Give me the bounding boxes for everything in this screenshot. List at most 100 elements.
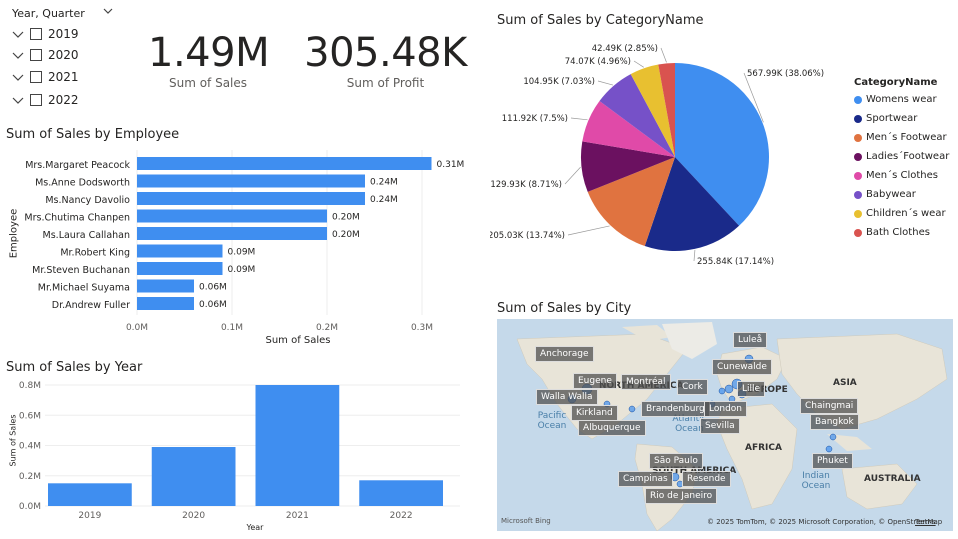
checkbox[interactable] <box>30 28 42 40</box>
value-label: 0.06M <box>199 300 227 310</box>
legend-label: Womens wear <box>866 94 937 105</box>
x-tick-label: 0.0M <box>126 323 148 333</box>
pie-slice[interactable] <box>658 63 675 157</box>
bar[interactable] <box>137 262 223 275</box>
y-tick-label: 0.6M <box>19 411 41 421</box>
slicer-item-2019[interactable]: 2019 <box>12 25 79 43</box>
category-label: Ms.Laura Callahan <box>43 230 130 241</box>
city-label[interactable]: Resende <box>682 471 731 487</box>
map-title: Sum of Sales by City <box>497 301 632 316</box>
leader-line <box>743 72 764 123</box>
legend-swatch <box>854 171 862 180</box>
checkbox[interactable] <box>30 49 42 61</box>
legend-label: Babywear <box>866 189 916 200</box>
card-value: 305.48K <box>304 30 467 76</box>
slice-label: 111.92K (7.5%) <box>502 114 568 124</box>
checkbox[interactable] <box>30 94 42 106</box>
y-tick-label: 0.8M <box>19 381 41 391</box>
bar[interactable] <box>137 174 365 188</box>
pie-slice[interactable] <box>581 141 675 192</box>
leader-line <box>633 60 644 68</box>
value-label: 0.06M <box>199 283 227 293</box>
leader-line <box>564 166 581 185</box>
legend-item[interactable]: Bath Clothes <box>854 223 949 242</box>
city-label[interactable]: Campinas <box>618 471 673 487</box>
pie-slice[interactable] <box>675 63 769 226</box>
value-label: 0.09M <box>228 265 256 275</box>
value-label: 0.24M <box>370 178 398 188</box>
legend-item[interactable]: Ladies´Footwear <box>854 147 949 166</box>
city-label[interactable]: Brandenburg <box>641 401 710 417</box>
bar[interactable] <box>137 244 223 258</box>
pie-slice[interactable] <box>644 157 740 251</box>
leader-line <box>693 249 696 262</box>
bar[interactable] <box>48 483 132 506</box>
city-label[interactable]: Phuket <box>812 453 853 469</box>
checkbox[interactable] <box>30 71 42 83</box>
legend-item[interactable]: Men´s Footwear <box>854 128 949 147</box>
city-label[interactable]: Eugene <box>573 373 617 389</box>
city-label[interactable]: Walla Walla <box>536 389 598 405</box>
bar[interactable] <box>137 192 365 205</box>
pie-slice[interactable] <box>599 74 675 157</box>
category-label: Mr.Michael Suyama <box>38 283 130 294</box>
city-label[interactable]: Cork <box>677 379 708 395</box>
pie-slice[interactable] <box>582 101 675 157</box>
city-label[interactable]: São Paulo <box>649 453 703 469</box>
city-label[interactable]: Luleå <box>733 332 768 348</box>
city-label[interactable]: Chaingmai <box>800 398 859 414</box>
city-label[interactable]: Kirkland <box>571 405 618 421</box>
chevron-down-icon[interactable] <box>12 49 24 61</box>
legend-label: Men´s Clothes <box>866 170 939 181</box>
bar[interactable] <box>359 480 443 506</box>
map-visual[interactable]: NORTH AMERICA EUROPE ASIA AFRICA SOUTH A… <box>497 319 953 531</box>
bar[interactable] <box>137 297 194 310</box>
city-label[interactable]: Bangkok <box>810 414 859 430</box>
slice-label: 205.03K (13.74%) <box>490 231 565 241</box>
legend-item[interactable]: Children´s wear <box>854 204 949 223</box>
map-marker[interactable] <box>825 445 833 453</box>
city-label[interactable]: Montréal <box>621 374 671 390</box>
legend-item[interactable]: Men´s Clothes <box>854 166 949 185</box>
map-marker[interactable] <box>628 405 636 413</box>
x-tick-label: 2019 <box>78 511 101 521</box>
bar[interactable] <box>137 157 432 170</box>
bar[interactable] <box>151 447 236 506</box>
legend-item[interactable]: Sportwear <box>854 109 949 128</box>
chevron-down-icon[interactable] <box>12 28 24 40</box>
category-label: Mrs.Chutima Chanpen <box>24 213 130 224</box>
slicer-title: Year, Quarter <box>12 7 85 20</box>
map-marker[interactable] <box>718 387 726 395</box>
chevron-down-icon[interactable] <box>103 6 113 16</box>
legend-swatch <box>854 190 862 199</box>
region-label: AUSTRALIA <box>864 474 921 484</box>
slicer-item-2022[interactable]: 2022 <box>12 91 79 109</box>
card-sales: 1.49M Sum of Sales <box>148 30 270 90</box>
map-marker[interactable] <box>724 384 734 394</box>
bar[interactable] <box>137 279 194 293</box>
pie-slice[interactable] <box>630 64 675 157</box>
city-label[interactable]: London <box>704 401 747 417</box>
city-label[interactable]: Sevilla <box>700 418 740 434</box>
bar[interactable] <box>137 209 327 223</box>
slicer-item-label: 2019 <box>48 27 79 41</box>
pie-slice[interactable] <box>587 157 675 247</box>
legend-item[interactable]: Babywear <box>854 185 949 204</box>
slicer-item-2021[interactable]: 2021 <box>12 68 79 86</box>
employee-x-axis-title: Sum of Sales <box>265 335 331 346</box>
city-label[interactable]: Albuquerque <box>578 420 646 436</box>
map-marker[interactable] <box>829 433 837 441</box>
city-label[interactable]: Lille <box>737 381 766 397</box>
bar[interactable] <box>137 227 327 240</box>
bar[interactable] <box>255 385 340 506</box>
city-label[interactable]: Rio de Janeiro <box>645 488 718 504</box>
terms-link[interactable]: Terms <box>915 518 936 526</box>
legend-item[interactable]: Womens wear <box>854 90 949 109</box>
city-label[interactable]: Cunewalde <box>712 359 772 375</box>
chevron-down-icon[interactable] <box>12 71 24 83</box>
ocean-label: Indian Ocean <box>801 471 831 491</box>
slicer-item-2020[interactable]: 2020 <box>12 46 79 64</box>
city-label[interactable]: Anchorage <box>535 346 594 362</box>
card-profit: 305.48K Sum of Profit <box>303 30 468 90</box>
chevron-down-icon[interactable] <box>12 94 24 106</box>
